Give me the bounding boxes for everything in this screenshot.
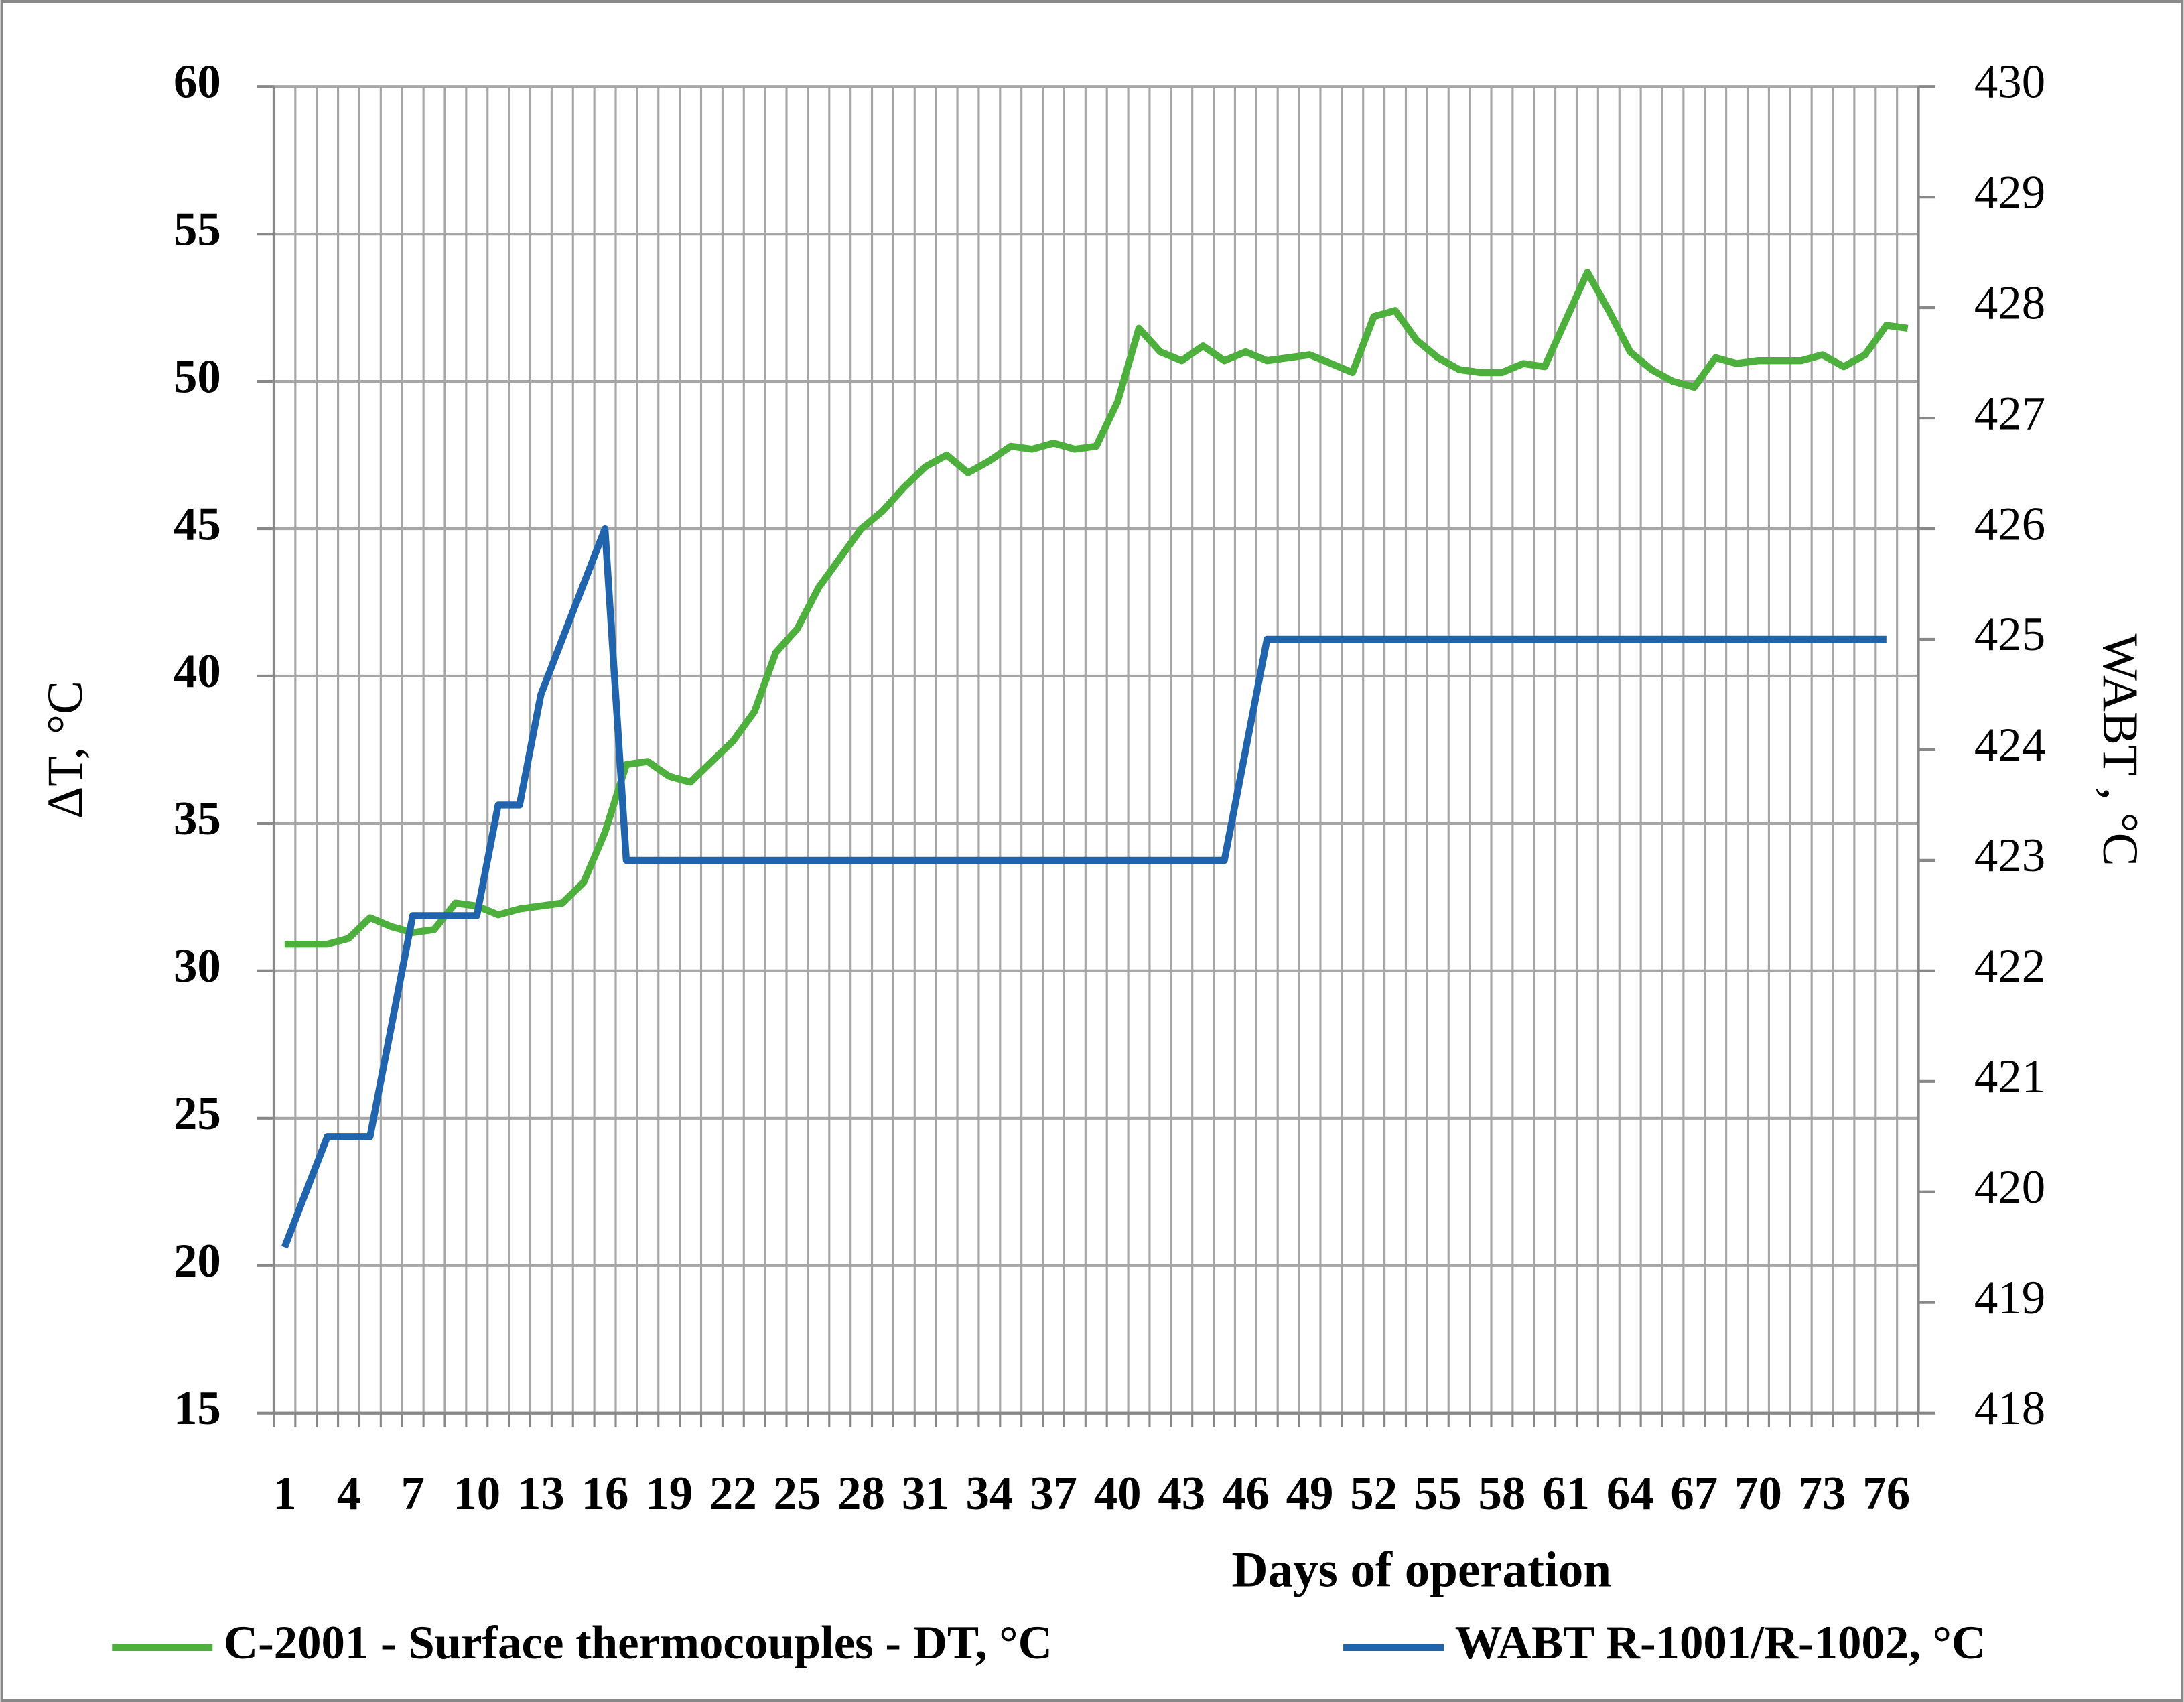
y-tick-label: 45 bbox=[174, 498, 221, 550]
legend-label: C-2001 - Surface thermocouples - DT, °C bbox=[224, 1617, 1052, 1669]
y2-tick-label: 426 bbox=[1974, 498, 2045, 550]
y-tick-label: 50 bbox=[174, 350, 221, 403]
x-tick-label: 40 bbox=[1094, 1467, 1142, 1520]
x-tick-label: 64 bbox=[1607, 1467, 1654, 1520]
x-tick-label: 13 bbox=[517, 1467, 565, 1520]
x-tick-label: 4 bbox=[337, 1467, 360, 1520]
x-tick-label: 43 bbox=[1158, 1467, 1205, 1520]
x-tick-label: 25 bbox=[774, 1467, 821, 1520]
y2-tick-label: 427 bbox=[1974, 387, 2045, 440]
x-tick-label: 1 bbox=[273, 1467, 296, 1520]
x-axis-title: Days of operation bbox=[1231, 1543, 1611, 1598]
y2-tick-label: 423 bbox=[1974, 830, 2045, 882]
legend-label: WABT R-1001/R-1002, °C bbox=[1455, 1617, 1986, 1669]
x-tick-label: 61 bbox=[1542, 1467, 1590, 1520]
y-tick-label: 15 bbox=[174, 1382, 221, 1435]
x-tick-label: 19 bbox=[645, 1467, 693, 1520]
y2-tick-label: 418 bbox=[1974, 1382, 2045, 1435]
x-tick-label: 7 bbox=[401, 1467, 424, 1520]
y-tick-label: 55 bbox=[174, 203, 221, 255]
x-tick-label: 16 bbox=[582, 1467, 629, 1520]
x-tick-label: 73 bbox=[1799, 1467, 1846, 1520]
x-tick-label: 46 bbox=[1222, 1467, 1270, 1520]
y2-tick-label: 429 bbox=[1974, 166, 2045, 218]
y-tick-label: 35 bbox=[174, 793, 221, 845]
y2-tick-label: 421 bbox=[1974, 1051, 2045, 1103]
y-axis-title: ΔT, °C bbox=[38, 681, 93, 819]
x-tick-label: 28 bbox=[837, 1467, 885, 1520]
y-tick-label: 30 bbox=[174, 940, 221, 992]
y2-axis-title: WABT , °C bbox=[2092, 633, 2148, 866]
x-tick-label: 70 bbox=[1734, 1467, 1782, 1520]
y2-tick-label: 422 bbox=[1974, 940, 2045, 992]
y-tick-label: 20 bbox=[174, 1235, 221, 1287]
x-tick-label: 76 bbox=[1862, 1467, 1910, 1520]
x-tick-label: 31 bbox=[902, 1467, 949, 1520]
y2-tick-label: 428 bbox=[1974, 277, 2045, 329]
x-tick-label: 55 bbox=[1414, 1467, 1462, 1520]
x-tick-label: 52 bbox=[1350, 1467, 1397, 1520]
y2-tick-label: 425 bbox=[1974, 608, 2045, 661]
x-tick-label: 22 bbox=[709, 1467, 757, 1520]
x-tick-label: 58 bbox=[1479, 1467, 1526, 1520]
x-tick-label: 37 bbox=[1030, 1467, 1077, 1520]
x-tick-label: 34 bbox=[965, 1467, 1013, 1520]
x-tick-label: 10 bbox=[453, 1467, 500, 1520]
y2-tick-label: 419 bbox=[1974, 1272, 2045, 1324]
y-tick-label: 40 bbox=[174, 645, 221, 698]
y2-tick-label: 420 bbox=[1974, 1161, 2045, 1214]
data-line bbox=[281, 525, 1887, 1249]
y2-tick-label: 430 bbox=[1974, 56, 2045, 108]
y-tick-label: 60 bbox=[174, 56, 221, 108]
data-line bbox=[284, 269, 1909, 948]
y-tick-label: 25 bbox=[174, 1088, 221, 1140]
y2-tick-label: 424 bbox=[1974, 719, 2045, 771]
x-tick-label: 49 bbox=[1286, 1467, 1334, 1520]
x-tick-label: 67 bbox=[1670, 1467, 1718, 1520]
